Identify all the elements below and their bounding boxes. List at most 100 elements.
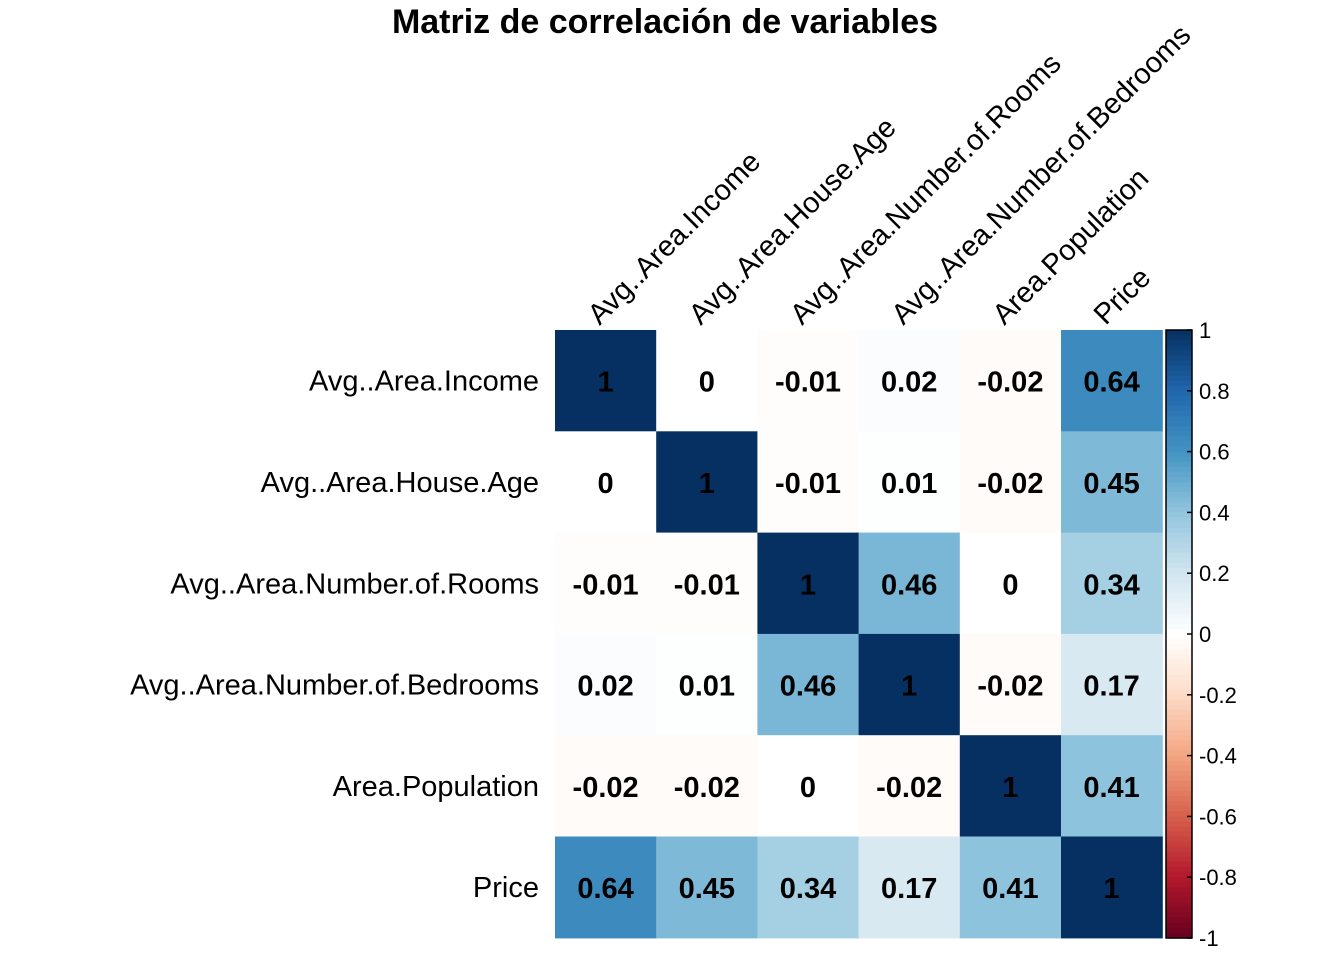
legend-gradient-slice: [1166, 710, 1192, 716]
legend-gradient-slice: [1166, 765, 1192, 772]
legend-gradient-slice: [1166, 831, 1192, 838]
legend-gradient-slice: [1166, 867, 1192, 873]
legend-gradient-slice: [1166, 507, 1192, 513]
legend-gradient-slice: [1166, 431, 1192, 437]
legend-gradient-slice: [1166, 922, 1192, 929]
row-label: Area.Population: [333, 771, 539, 803]
cell-value-label: 0: [800, 772, 816, 804]
legend-gradient-slice: [1166, 755, 1192, 762]
cell-value-label: -0.02: [674, 772, 740, 804]
heatmap-cell: [959, 735, 1062, 838]
heatmap-cell: [757, 431, 860, 534]
legend-gradient-slice: [1166, 704, 1192, 711]
row-label: Avg..Area.Income: [309, 366, 539, 398]
legend-gradient-slice: [1166, 927, 1192, 934]
legend-gradient-slice: [1166, 715, 1192, 721]
legend-gradient-slice: [1166, 380, 1192, 387]
cell-value-label: -0.02: [876, 772, 942, 804]
legend-gradient-slice: [1166, 330, 1192, 336]
legend-gradient-slice: [1166, 552, 1192, 559]
cell-value-label: -0.02: [977, 468, 1043, 500]
legend-gradient-slice: [1166, 730, 1192, 736]
heatmap-cell: [757, 735, 860, 838]
legend-gradient-slice: [1166, 917, 1192, 924]
legend-gradient-slice: [1166, 395, 1192, 402]
legend-gradient-slice: [1166, 527, 1192, 534]
heatmap-cell: [555, 633, 657, 736]
legend-tick-label: -0.2: [1199, 683, 1237, 708]
heatmap-cell: [555, 836, 657, 939]
legend-gradient-slice: [1166, 801, 1192, 807]
legend-gradient-slice: [1166, 826, 1192, 833]
legend-gradient-slice: [1166, 558, 1192, 564]
legend-gradient-slice: [1166, 426, 1192, 432]
cell-value-label: 1: [699, 468, 715, 500]
row-label: Price: [473, 872, 539, 904]
legend-gradient-slice: [1166, 649, 1192, 655]
row-labels: Avg..Area.Income Avg..Area.House.Age Avg..…: [130, 366, 539, 905]
legend-gradient-slice: [1166, 608, 1192, 615]
row-label: Avg..Area.Number.of.Rooms: [170, 568, 539, 600]
cell-value-label: 0.17: [1083, 671, 1139, 703]
cell-value-label: 0.02: [881, 367, 937, 399]
legend-gradient-slice: [1166, 618, 1192, 625]
cell-value-label: 0.64: [577, 873, 633, 905]
row-label: Avg..Area.Number.of.Bedrooms: [130, 670, 539, 702]
legend-tick-label: -0.8: [1199, 865, 1237, 890]
legend-gradient-slice: [1166, 811, 1192, 817]
legend-tick-label: 0.8: [1199, 379, 1230, 404]
legend-gradient-slice: [1166, 634, 1192, 640]
legend-gradient-slice: [1166, 400, 1192, 407]
heatmap-cell: [1061, 330, 1163, 432]
legend-gradient-slice: [1166, 750, 1192, 757]
legend-gradient-slice: [1166, 907, 1192, 914]
legend-gradient-slice: [1166, 563, 1192, 569]
cell-value-label: 0.64: [1083, 367, 1139, 399]
heatmap-cell: [959, 330, 1062, 432]
cell-value-label: -0.01: [775, 468, 841, 500]
legend-gradient-slice: [1166, 355, 1192, 361]
legend-gradient-slice: [1166, 532, 1192, 539]
legend-gradient-slice: [1166, 760, 1192, 767]
heatmap-cells: [555, 330, 1163, 939]
cell-value-label: 0.45: [679, 873, 735, 905]
legend-gradient-slice: [1166, 780, 1192, 787]
legend-gradient-slice: [1166, 821, 1192, 828]
legend-gradient-slice: [1166, 451, 1192, 458]
legend-gradient-slice: [1166, 360, 1192, 367]
heatmap-cell: [1061, 836, 1163, 939]
heatmap-cell-labels: 1 0 -0.01 0.02 -0.02 0.64 0 1 -0.01 0.01 -0.02 0.45…: [573, 367, 1140, 906]
legend-gradient-slice: [1166, 856, 1192, 863]
legend-gradient-slice: [1166, 542, 1192, 549]
legend-gradient-slice: [1166, 603, 1192, 610]
legend-gradient-slice: [1166, 628, 1192, 635]
legend-tick-label: 0.2: [1199, 561, 1230, 586]
legend-gradient-slice: [1166, 406, 1192, 412]
legend-gradient-slice: [1166, 694, 1192, 701]
heatmap-cell: [858, 532, 961, 635]
legend-gradient-slice: [1166, 836, 1192, 843]
legend-gradient-slice: [1166, 613, 1192, 620]
heatmap-cell: [858, 633, 961, 736]
heatmap-cell: [555, 431, 657, 534]
cell-value-label: 0.01: [679, 671, 735, 703]
heatmap-cell: [656, 836, 758, 939]
heatmap-cell: [757, 532, 860, 635]
cell-value-label: 0.41: [982, 873, 1038, 905]
heatmap-cell: [555, 532, 657, 635]
chart-title: Matriz de correlación de variables: [392, 3, 938, 41]
column-label: Price: [1088, 262, 1157, 331]
legend-gradient-slice: [1166, 598, 1192, 605]
legend-gradient-slice: [1166, 877, 1192, 883]
legend-tick-label: -0.4: [1199, 744, 1237, 769]
cell-value-label: -0.01: [573, 569, 639, 601]
cell-value-label: 0.17: [881, 873, 937, 905]
legend-gradient-slice: [1166, 654, 1192, 660]
heatmap-cell: [656, 633, 758, 736]
legend-gradient-slice: [1166, 466, 1192, 473]
heatmap-cell: [1061, 532, 1163, 635]
legend-gradient-slice: [1166, 912, 1192, 919]
legend-gradient-slice: [1166, 416, 1192, 422]
legend-tick-label: 0: [1199, 622, 1211, 647]
legend-gradient-slice: [1166, 770, 1192, 777]
